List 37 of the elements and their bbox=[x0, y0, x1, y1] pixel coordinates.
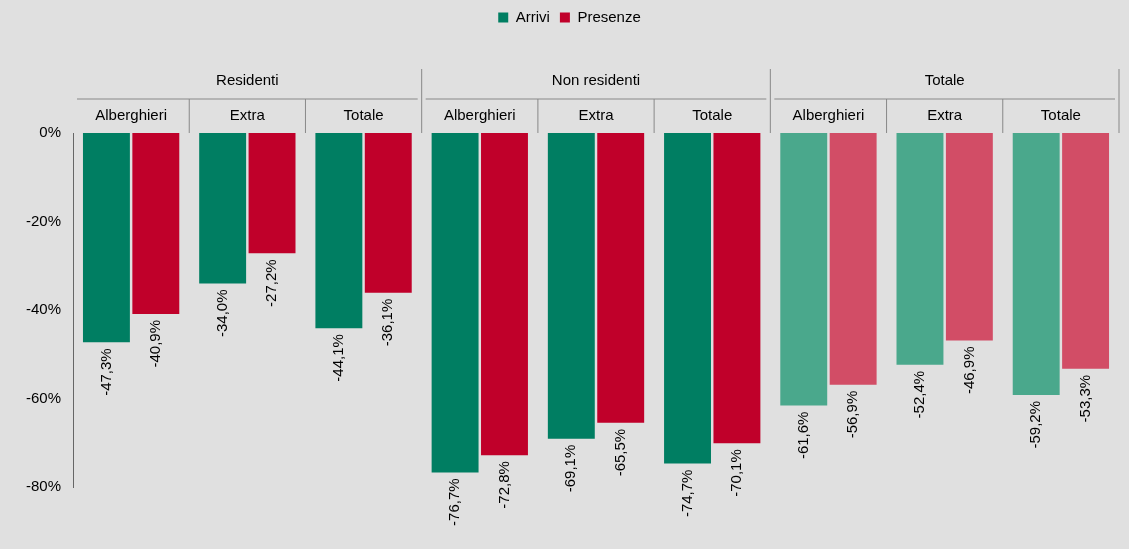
data-label: -47,3% bbox=[96, 348, 114, 396]
text: Non residenti bbox=[551, 71, 641, 89]
y-tick-label: -40% bbox=[25, 300, 62, 318]
data-label: -70,1% bbox=[727, 449, 745, 497]
data-label: -56,9% bbox=[843, 390, 861, 439]
data-label: -44,1% bbox=[329, 334, 347, 382]
legend-label: Arrivi bbox=[515, 7, 550, 25]
y-tick-label: 0% bbox=[39, 123, 62, 141]
x-tick-label: Totale bbox=[343, 106, 384, 124]
data-label: -61,6% bbox=[793, 411, 811, 460]
data-label: -34,0% bbox=[212, 289, 230, 337]
x-tick-label: Alberghieri bbox=[95, 106, 167, 124]
text: Totale bbox=[924, 71, 965, 89]
x-tick-label: Alberghieri bbox=[792, 106, 865, 124]
text: Residenti bbox=[216, 71, 279, 89]
data-label: -27,2% bbox=[262, 259, 280, 307]
data-label: -46,9% bbox=[959, 346, 977, 395]
x-tick-label: Extra bbox=[578, 106, 615, 124]
y-tick-label: -60% bbox=[25, 388, 62, 406]
x-tick-label: Extra bbox=[229, 106, 266, 124]
x-tick-label: Extra bbox=[927, 106, 963, 124]
data-label: -69,1% bbox=[561, 444, 579, 493]
x-tick-label: Alberghieri bbox=[443, 106, 516, 124]
data-label: -53,3% bbox=[1075, 374, 1093, 423]
data-label: -40,9% bbox=[145, 319, 163, 368]
data-label: -65,5% bbox=[610, 428, 628, 477]
data-label: -52,4% bbox=[910, 370, 928, 419]
data-label: -74,7% bbox=[677, 469, 695, 518]
x-tick-label: Totale bbox=[692, 106, 733, 124]
x-tick-label: Totale bbox=[1040, 106, 1081, 124]
y-tick-label: -80% bbox=[25, 477, 62, 495]
legend-label: Presenze bbox=[577, 7, 641, 25]
data-label: -36,1% bbox=[378, 298, 396, 347]
data-label: -59,2% bbox=[1026, 400, 1044, 449]
y-tick-label: -20% bbox=[25, 211, 62, 229]
data-label: -72,8% bbox=[494, 461, 512, 509]
data-label: -76,7% bbox=[445, 478, 463, 526]
